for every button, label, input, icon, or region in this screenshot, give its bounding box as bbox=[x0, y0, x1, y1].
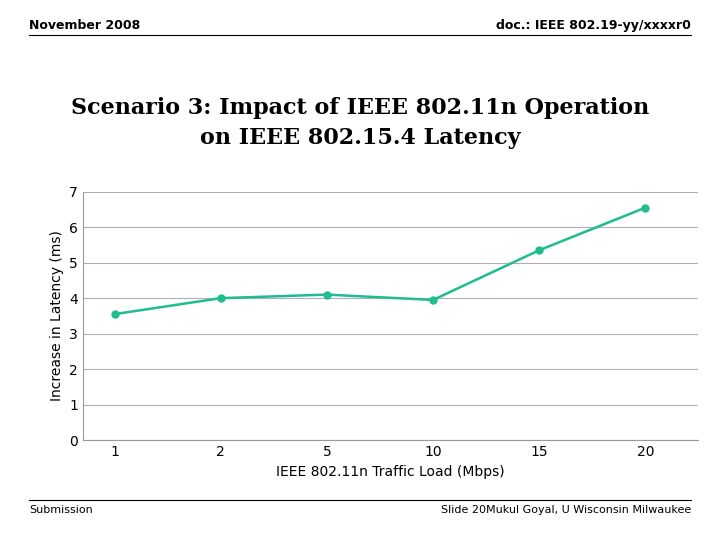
Text: Slide 20Mukul Goyal, U Wisconsin Milwaukee: Slide 20Mukul Goyal, U Wisconsin Milwauk… bbox=[441, 505, 691, 515]
X-axis label: IEEE 802.11n Traffic Load (Mbps): IEEE 802.11n Traffic Load (Mbps) bbox=[276, 464, 505, 478]
Y-axis label: Increase in Latency (ms): Increase in Latency (ms) bbox=[50, 231, 63, 401]
Text: doc.: IEEE 802.19-yy/xxxxr0: doc.: IEEE 802.19-yy/xxxxr0 bbox=[496, 19, 691, 32]
Text: Scenario 3: Impact of IEEE 802.11n Operation: Scenario 3: Impact of IEEE 802.11n Opera… bbox=[71, 97, 649, 119]
Text: Submission: Submission bbox=[29, 505, 93, 515]
Text: November 2008: November 2008 bbox=[29, 19, 140, 32]
Text: on IEEE 802.15.4 Latency: on IEEE 802.15.4 Latency bbox=[199, 127, 521, 148]
